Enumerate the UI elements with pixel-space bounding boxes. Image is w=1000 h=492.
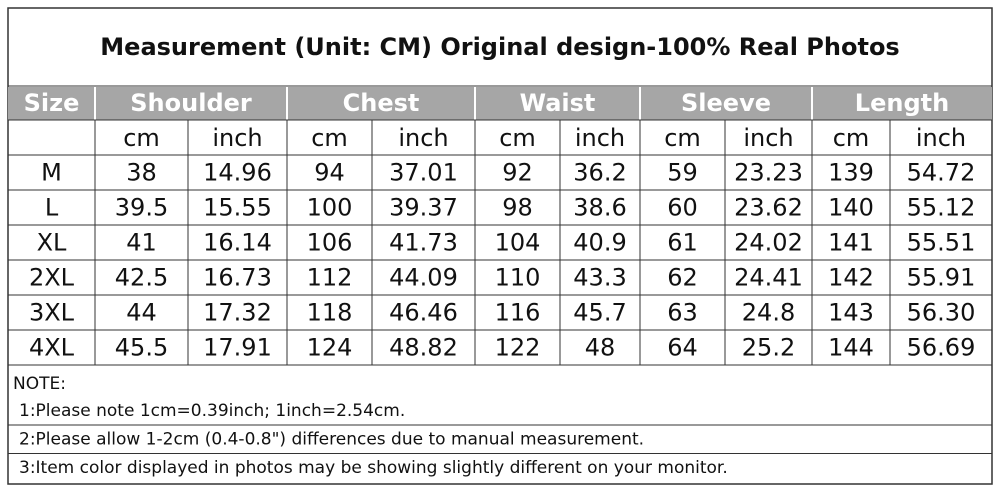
value-cell: 24.02 bbox=[734, 229, 803, 257]
value-cell: 23.23 bbox=[734, 159, 803, 187]
unit-cell: cm bbox=[499, 124, 536, 152]
header-cell: Shoulder bbox=[130, 89, 252, 117]
size-cell: M bbox=[41, 159, 62, 187]
value-cell: 24.41 bbox=[734, 264, 803, 292]
value-cell: 143 bbox=[828, 299, 874, 327]
value-cell: 44 bbox=[126, 299, 157, 327]
value-cell: 17.32 bbox=[203, 299, 272, 327]
value-cell: 64 bbox=[667, 334, 698, 362]
value-cell: 142 bbox=[828, 264, 874, 292]
title: Measurement (Unit: CM) Original design-1… bbox=[100, 33, 899, 61]
value-cell: 61 bbox=[667, 229, 698, 257]
value-cell: 48 bbox=[585, 334, 616, 362]
unit-cell: inch bbox=[575, 124, 625, 152]
value-cell: 45.5 bbox=[115, 334, 168, 362]
value-cell: 104 bbox=[495, 229, 541, 257]
value-cell: 116 bbox=[495, 299, 541, 327]
header-cell: Sleeve bbox=[681, 89, 771, 117]
value-cell: 17.91 bbox=[203, 334, 272, 362]
value-cell: 39.37 bbox=[389, 194, 458, 222]
unit-cell: inch bbox=[743, 124, 793, 152]
value-cell: 41 bbox=[126, 229, 157, 257]
value-cell: 112 bbox=[307, 264, 353, 292]
value-cell: 139 bbox=[828, 159, 874, 187]
note-item: 1:Please note 1cm=0.39inch; 1inch=2.54cm… bbox=[19, 401, 405, 421]
size-cell: L bbox=[45, 194, 59, 222]
value-cell: 110 bbox=[495, 264, 541, 292]
value-cell: 54.72 bbox=[907, 159, 976, 187]
value-cell: 60 bbox=[667, 194, 698, 222]
value-cell: 23.62 bbox=[734, 194, 803, 222]
value-cell: 42.5 bbox=[115, 264, 168, 292]
unit-cell: inch bbox=[212, 124, 262, 152]
value-cell: 14.96 bbox=[203, 159, 272, 187]
unit-cell: cm bbox=[311, 124, 348, 152]
value-cell: 63 bbox=[667, 299, 698, 327]
value-cell: 122 bbox=[495, 334, 541, 362]
value-cell: 39.5 bbox=[115, 194, 168, 222]
size-cell: 3XL bbox=[29, 299, 75, 327]
value-cell: 106 bbox=[307, 229, 353, 257]
value-cell: 55.12 bbox=[907, 194, 976, 222]
value-cell: 59 bbox=[667, 159, 698, 187]
value-cell: 55.91 bbox=[907, 264, 976, 292]
value-cell: 94 bbox=[314, 159, 345, 187]
value-cell: 16.73 bbox=[203, 264, 272, 292]
value-cell: 100 bbox=[307, 194, 353, 222]
value-cell: 144 bbox=[828, 334, 874, 362]
size-cell: 2XL bbox=[29, 264, 75, 292]
value-cell: 16.14 bbox=[203, 229, 272, 257]
value-cell: 15.55 bbox=[203, 194, 272, 222]
value-cell: 38 bbox=[126, 159, 157, 187]
value-cell: 25.2 bbox=[742, 334, 795, 362]
value-cell: 62 bbox=[667, 264, 698, 292]
unit-cell: cm bbox=[664, 124, 701, 152]
note-heading: NOTE: bbox=[13, 374, 66, 394]
unit-cell: cm bbox=[123, 124, 160, 152]
value-cell: 24.8 bbox=[742, 299, 795, 327]
value-cell: 46.46 bbox=[389, 299, 458, 327]
note-item: 3:Item color displayed in photos may be … bbox=[19, 458, 728, 478]
note-item: 2:Please allow 1-2cm (0.4-0.8") differen… bbox=[19, 430, 644, 450]
value-cell: 118 bbox=[307, 299, 353, 327]
value-cell: 124 bbox=[307, 334, 353, 362]
value-cell: 40.9 bbox=[573, 229, 626, 257]
value-cell: 38.6 bbox=[573, 194, 626, 222]
value-cell: 37.01 bbox=[389, 159, 458, 187]
value-cell: 140 bbox=[828, 194, 874, 222]
value-cell: 56.69 bbox=[907, 334, 976, 362]
header-cell: Chest bbox=[343, 89, 420, 117]
value-cell: 41.73 bbox=[389, 229, 458, 257]
header-cell: Size bbox=[24, 89, 80, 117]
unit-cell: inch bbox=[916, 124, 966, 152]
value-cell: 56.30 bbox=[907, 299, 976, 327]
unit-cell: inch bbox=[398, 124, 448, 152]
value-cell: 43.3 bbox=[573, 264, 626, 292]
size-cell: 4XL bbox=[29, 334, 75, 362]
value-cell: 44.09 bbox=[389, 264, 458, 292]
value-cell: 141 bbox=[828, 229, 874, 257]
size-cell: XL bbox=[37, 229, 67, 257]
value-cell: 45.7 bbox=[573, 299, 626, 327]
value-cell: 92 bbox=[502, 159, 533, 187]
header-band bbox=[8, 87, 992, 120]
header-cell: Waist bbox=[520, 89, 596, 117]
value-cell: 36.2 bbox=[573, 159, 626, 187]
value-cell: 98 bbox=[502, 194, 533, 222]
unit-cell: cm bbox=[833, 124, 870, 152]
value-cell: 55.51 bbox=[907, 229, 976, 257]
value-cell: 48.82 bbox=[389, 334, 458, 362]
header-cell: Length bbox=[855, 89, 949, 117]
